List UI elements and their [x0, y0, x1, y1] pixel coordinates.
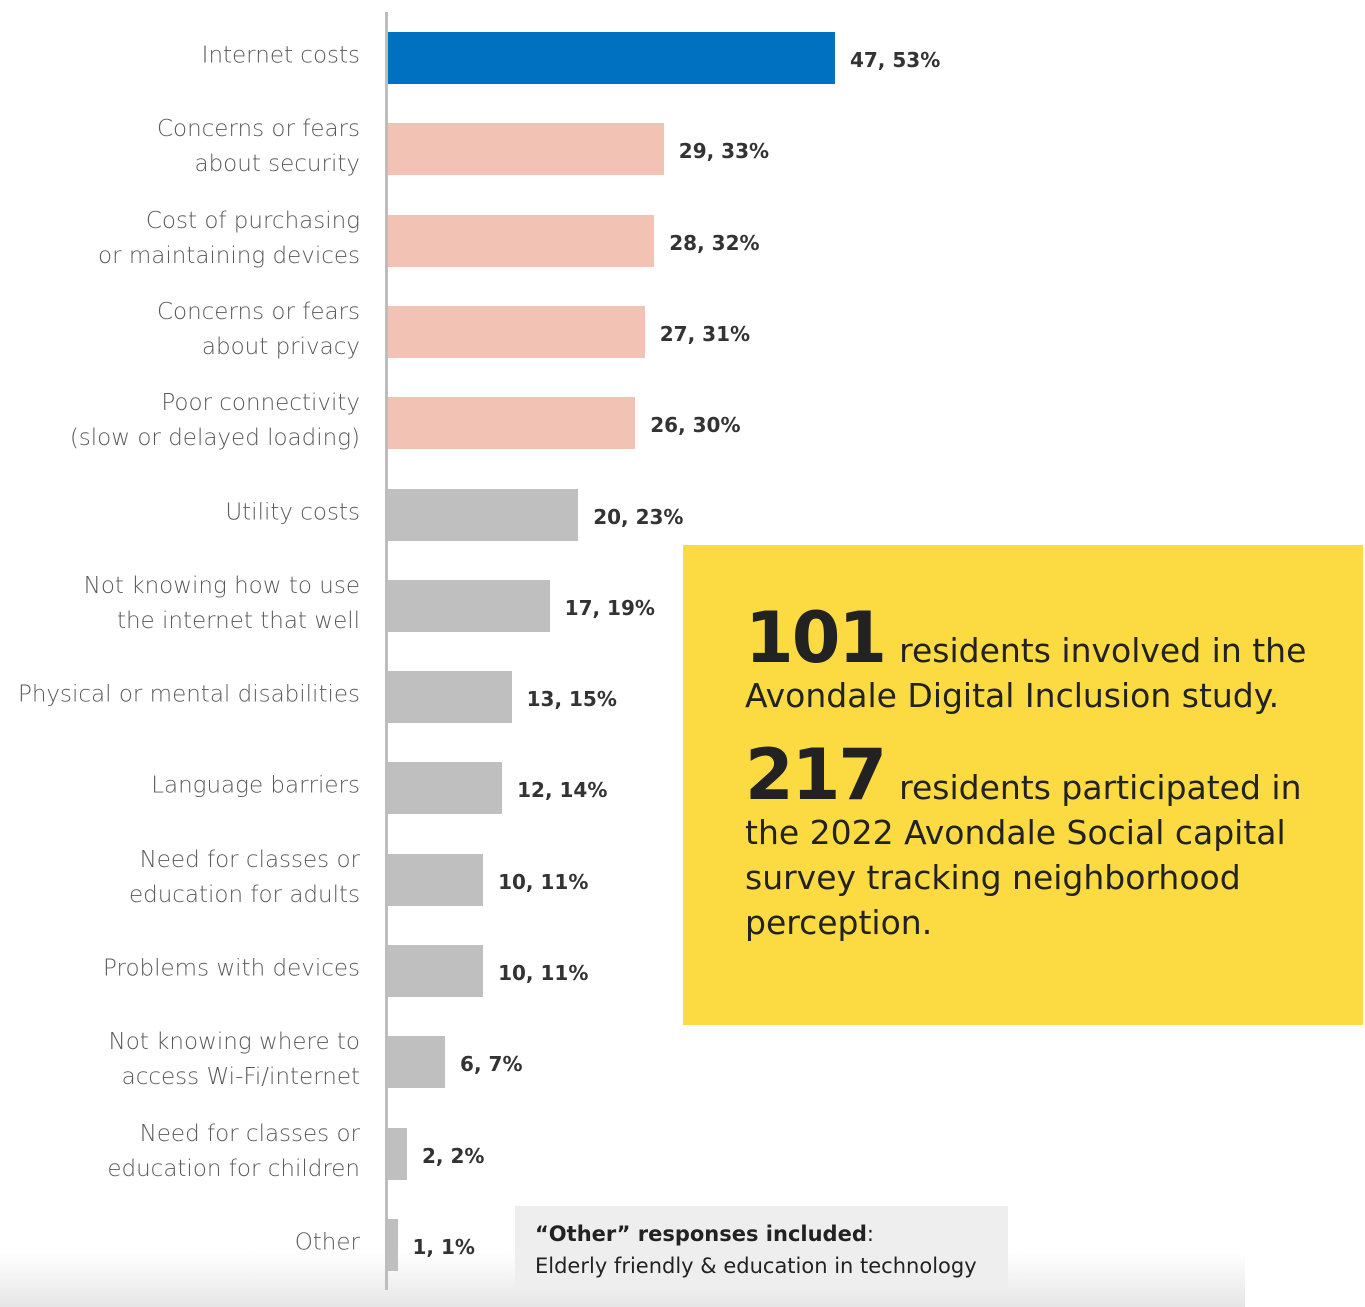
value-label: 20, 23%	[593, 504, 684, 529]
bar	[388, 945, 484, 997]
category-label: Concerns or fears about privacy	[156, 298, 360, 360]
bar	[388, 1127, 408, 1180]
category-label: Physical or mental disabilities	[17, 681, 360, 708]
bar	[388, 579, 550, 632]
bar	[388, 853, 484, 906]
note-text: Elderly friendly & education in technolo…	[535, 1254, 977, 1278]
bar	[388, 1036, 446, 1089]
category-label: Not knowing where to access Wi-Fi/intern…	[108, 1029, 360, 1091]
value-label: 13, 15%	[526, 687, 617, 712]
bar	[388, 123, 664, 176]
value-label: 12, 14%	[517, 778, 608, 803]
bar	[388, 488, 579, 541]
callout-item: 217 residents participated in the 2022 Av…	[745, 740, 1323, 945]
value-label: 26, 30%	[650, 413, 741, 438]
bar	[388, 1218, 398, 1271]
category-label: Need for classes or education for childr…	[107, 1120, 360, 1182]
note-separator: :	[866, 1222, 874, 1246]
bar	[388, 397, 636, 450]
value-label: 10, 11%	[498, 869, 589, 894]
category-label: Cost of purchasing or maintaining device…	[98, 207, 360, 269]
category-label: Internet costs	[201, 42, 360, 69]
bar	[388, 214, 655, 267]
value-label: 47, 53%	[849, 48, 941, 72]
category-label: Problems with devices	[103, 955, 360, 982]
callout-item: 101 residents involved in the Avondale Di…	[745, 603, 1323, 718]
category-axis	[385, 12, 388, 1290]
category-label: Other	[294, 1229, 360, 1256]
callout-number: 217	[745, 734, 887, 816]
value-label: 28, 32%	[669, 230, 760, 255]
note-heading: “Other” responses included:	[535, 1218, 988, 1250]
value-label: 17, 19%	[564, 595, 655, 620]
callout-text: residents participated in the 2022 Avond…	[745, 768, 1302, 942]
category-label: Utility costs	[225, 499, 360, 525]
note-title: “Other” responses included	[535, 1222, 867, 1246]
value-label: 29, 33%	[678, 139, 770, 164]
category-label: Need for classes or education for adults	[128, 846, 360, 908]
value-label: 2, 2%	[422, 1143, 485, 1168]
bar	[388, 671, 512, 724]
bar	[388, 305, 645, 358]
category-label: Concerns or fears about security	[156, 116, 360, 178]
value-label: 10, 11%	[498, 961, 589, 985]
callout-number: 101	[745, 597, 887, 679]
bar	[388, 32, 835, 84]
callout: 101 residents involved in the Avondale Di…	[683, 545, 1363, 1025]
category-label: Poor connectivity (slow or delayed loadi…	[69, 390, 360, 452]
category-label: Language barriers	[151, 772, 360, 799]
value-label: 6, 7%	[460, 1052, 523, 1077]
category-label: Not knowing how to use the internet that…	[83, 572, 360, 634]
note: “Other” responses included: Elderly frie…	[515, 1206, 1008, 1287]
value-label: 1, 1%	[412, 1234, 475, 1259]
callout-text: residents involved in the Avondale Digit…	[745, 631, 1307, 715]
bar	[388, 762, 503, 815]
value-label: 27, 31%	[659, 321, 751, 346]
